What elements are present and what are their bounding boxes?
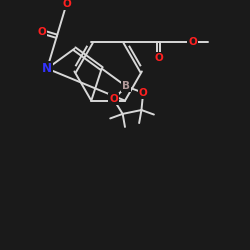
Text: O: O — [188, 37, 197, 47]
Text: B: B — [122, 82, 130, 92]
Text: O: O — [154, 53, 163, 63]
Text: O: O — [139, 88, 147, 98]
Text: N: N — [42, 62, 52, 75]
Text: O: O — [38, 27, 46, 37]
Text: O: O — [109, 94, 118, 104]
Text: O: O — [62, 0, 71, 9]
